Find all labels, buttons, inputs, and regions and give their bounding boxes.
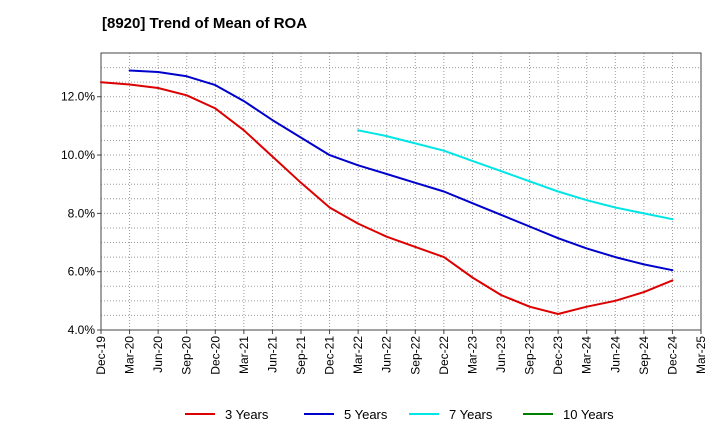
series-line-7-years	[357, 129, 674, 221]
x-tick-label: Jun-20	[151, 336, 165, 373]
x-tick-label: Mar-23	[465, 336, 479, 374]
x-tick-label: Sep-20	[180, 336, 194, 375]
x-tick-label: Mar-24	[580, 336, 594, 374]
x-tick-label: Dec-20	[208, 336, 222, 375]
chart-title: [8920] Trend of Mean of ROA	[102, 15, 307, 32]
legend-label: 10 Years	[563, 407, 614, 422]
x-tick-label: Sep-24	[637, 336, 651, 375]
x-tick-label: Jun-22	[380, 336, 394, 373]
y-tick-label: 4.0%	[68, 323, 96, 337]
x-tick-label: Jun-21	[265, 336, 279, 373]
x-tick-label: Mar-20	[123, 336, 137, 374]
x-tick-label: Sep-22	[408, 336, 422, 375]
x-tick-label: Sep-23	[523, 336, 537, 375]
series-line-5-years	[128, 69, 674, 272]
x-tick-label: Jun-23	[494, 336, 508, 373]
x-tick-label: Mar-22	[351, 336, 365, 374]
y-tick-label: 6.0%	[68, 265, 96, 279]
x-tick-label: Dec-19	[94, 336, 108, 375]
legend: 3 Years 5 Years 7 Years 10 Years	[185, 407, 614, 422]
plot-area: 4.0% 6.0% 8.0% 10.0% 12.0% Dec-19 Mar-20 Jun-20…	[61, 52, 708, 375]
series-line-3-years	[100, 81, 674, 315]
legend-label: 5 Years	[344, 407, 388, 422]
legend-label: 3 Years	[225, 407, 269, 422]
legend-label: 7 Years	[449, 407, 493, 422]
x-tick-label: Dec-24	[665, 336, 679, 375]
x-tick-label: Jun-24	[608, 336, 622, 373]
y-tick-label: 12.0%	[61, 90, 95, 104]
x-tick-label: Mar-25	[694, 336, 708, 374]
y-tick-label: 8.0%	[68, 206, 96, 220]
x-tick-label: Dec-21	[323, 336, 337, 375]
y-tick-label: 10.0%	[61, 148, 95, 162]
x-tick-label: Mar-21	[237, 336, 251, 374]
x-tick-label: Dec-22	[437, 336, 451, 375]
plot-frame	[100, 52, 702, 331]
x-tick-label: Dec-23	[551, 336, 565, 375]
x-tick-label: Sep-21	[294, 336, 308, 375]
